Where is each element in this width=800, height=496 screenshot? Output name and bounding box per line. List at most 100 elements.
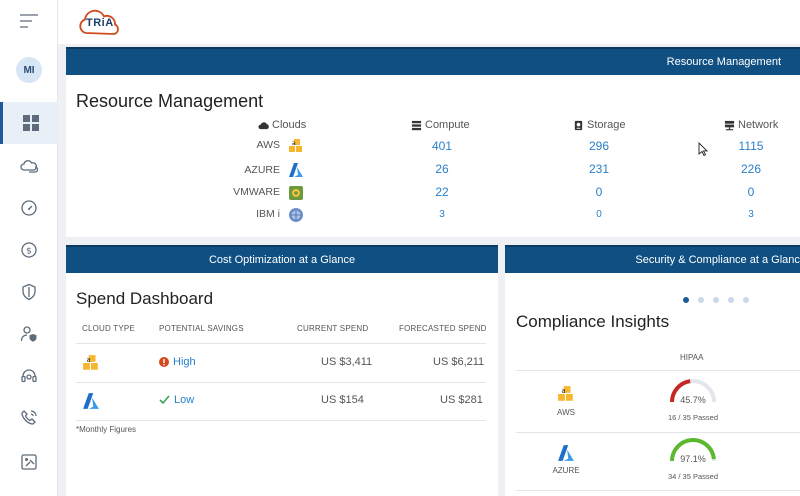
ibm-storage[interactable]: 0 <box>596 209 602 220</box>
table-divider <box>76 343 486 344</box>
shield-icon <box>22 283 36 301</box>
carousel-dot-4[interactable] <box>728 297 734 303</box>
cloud-name-aws: AWS <box>256 139 280 151</box>
gauge-percent-azure: 97.1% <box>680 454 706 464</box>
nav-contact[interactable] <box>0 397 58 439</box>
aws-icon: a <box>83 355 98 370</box>
cloud-name-vmware: VMWARE <box>233 186 280 198</box>
col-network: Network <box>724 119 778 131</box>
table-divider <box>76 420 486 421</box>
ibm-compute[interactable]: 3 <box>439 209 445 220</box>
nav-reports[interactable] <box>0 441 58 483</box>
security-compliance-panel: Security & Compliance at a Glance Compli… <box>505 245 800 496</box>
aws-compute[interactable]: 401 <box>431 139 453 153</box>
gauge-percent-aws: 45.7% <box>680 395 706 405</box>
aws-network[interactable]: 1115 <box>738 139 764 153</box>
monthly-figures-note: *Monthly Figures <box>76 425 137 434</box>
azure-icon <box>558 445 574 461</box>
passed-aws: 16 / 35 Passed <box>667 413 719 422</box>
th-current-spend: CURRENT SPEND <box>297 324 369 333</box>
mouse-cursor-icon <box>698 142 708 157</box>
spend-dashboard-title: Spend Dashboard <box>76 289 214 308</box>
col-storage: Storage <box>573 119 626 131</box>
compliance-divider <box>516 432 800 433</box>
aws-icon: a <box>558 386 573 401</box>
col-compute: Compute <box>411 119 470 131</box>
compliance-gauge-azure[interactable] <box>668 436 718 464</box>
svg-text:a: a <box>562 387 566 395</box>
network-icon <box>724 120 735 130</box>
cloud-name-azure: AZURE <box>244 164 280 176</box>
nav-gauge[interactable] <box>0 187 58 229</box>
carousel-dot-2[interactable] <box>698 297 704 303</box>
cost-optimization-panel: Cost Optimization at a Glance Spend Dash… <box>66 245 498 496</box>
cost-optimization-header: Cost Optimization at a Glance <box>66 245 498 273</box>
nav-dashboard[interactable] <box>0 102 58 144</box>
azure-compute[interactable]: 26 <box>435 162 449 176</box>
azure-icon <box>289 163 303 177</box>
azure-storage[interactable]: 231 <box>588 162 610 176</box>
current-spend-aws: US $3,411 <box>321 356 373 368</box>
sidebar: MI $ <box>0 0 58 496</box>
cloud-icon <box>258 121 269 129</box>
compliance-insights-title: Compliance Insights <box>516 312 670 331</box>
resource-management-title: Resource Management <box>76 91 264 111</box>
vmware-icon <box>289 186 303 200</box>
savings-low[interactable]: Low <box>159 394 194 406</box>
azure-icon <box>83 393 99 409</box>
svg-text:$: $ <box>26 247 32 257</box>
nav-cost[interactable]: $ <box>0 229 58 271</box>
tria-logo[interactable]: TRiA <box>78 9 122 35</box>
vmware-network[interactable]: 0 <box>747 185 755 199</box>
table-divider <box>76 382 486 383</box>
avatar[interactable]: MI <box>16 57 42 83</box>
resource-management-panel: Resource Management Resource Management … <box>66 47 800 237</box>
resource-management-header: Resource Management <box>66 47 800 75</box>
nav-security[interactable] <box>0 271 58 313</box>
nav-support[interactable] <box>0 355 58 397</box>
carousel-dot-1[interactable] <box>683 297 689 303</box>
user-shield-icon <box>20 326 37 342</box>
carousel-dots <box>683 297 749 303</box>
ibm-icon <box>289 208 303 222</box>
logo-text: TRiA <box>86 17 114 29</box>
dollar-icon: $ <box>21 242 37 258</box>
gauge-fill <box>670 379 691 403</box>
aws-storage[interactable]: 296 <box>588 139 610 153</box>
azure-network[interactable]: 226 <box>740 162 762 176</box>
compliance-divider <box>516 490 800 491</box>
svg-text:a: a <box>87 356 91 364</box>
vmware-compute[interactable]: 22 <box>435 185 449 199</box>
compliance-gauge-aws[interactable] <box>668 377 718 405</box>
alert-icon <box>159 357 169 367</box>
gauge-icon <box>21 200 37 216</box>
report-icon <box>21 454 37 470</box>
svg-text:a: a <box>292 140 296 147</box>
nav-clouds[interactable] <box>0 145 58 187</box>
savings-high[interactable]: High <box>159 356 196 368</box>
carousel-dot-3[interactable] <box>713 297 719 303</box>
carousel-dot-5[interactable] <box>743 297 749 303</box>
provider-aws: AWS <box>557 408 575 417</box>
clouds-icon <box>20 160 38 173</box>
provider-azure: AZURE <box>552 466 580 475</box>
menu-icon[interactable] <box>20 14 38 32</box>
cloud-name-ibm: IBM i <box>256 208 280 220</box>
th-cloud-type: CLOUD TYPE <box>82 324 135 333</box>
nav-user-compliance[interactable] <box>0 313 58 355</box>
col-clouds: Clouds <box>258 119 306 131</box>
headset-icon <box>21 369 37 383</box>
forecasted-spend-azure: US $281 <box>440 394 483 406</box>
passed-azure: 34 / 35 Passed <box>667 472 719 481</box>
vmware-storage[interactable]: 0 <box>595 185 603 199</box>
ibm-network[interactable]: 3 <box>748 209 754 220</box>
forecasted-spend-aws: US $6,211 <box>433 356 485 368</box>
current-spend-azure: US $154 <box>321 394 364 406</box>
gauge-fill <box>670 438 716 462</box>
phone-signal-icon <box>21 410 37 425</box>
th-forecasted-spend: FORECASTED SPEND <box>399 324 487 333</box>
dashboard-icon <box>22 115 39 131</box>
th-potential-savings: POTENTIAL SAVINGS <box>159 324 244 333</box>
server-icon <box>411 120 422 130</box>
cloud-logo-icon <box>79 9 119 35</box>
